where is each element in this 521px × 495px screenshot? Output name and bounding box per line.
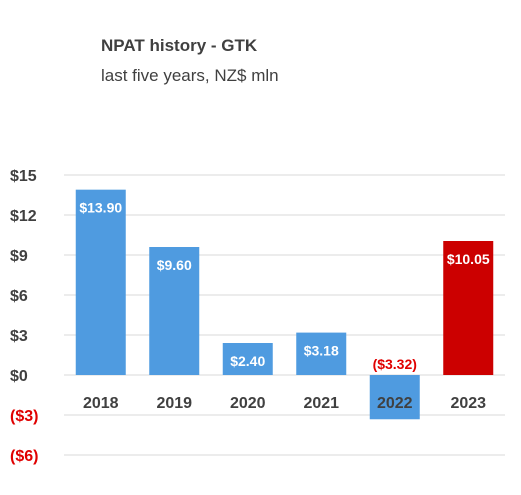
data-label: $10.05 [447, 251, 490, 267]
chart-subtitle: last five years, NZ$ mln [101, 66, 279, 85]
bar-2019 [149, 247, 200, 375]
bar-2023 [443, 241, 494, 375]
bar-2021 [296, 332, 347, 375]
y-tick-label: ($6) [10, 448, 38, 465]
x-tick-label: 2021 [303, 395, 339, 412]
data-label: $9.60 [157, 257, 192, 273]
y-tick-label: $6 [10, 288, 28, 305]
y-tick-label: $0 [10, 368, 28, 385]
data-label: $2.40 [230, 353, 265, 369]
bar-2022 [369, 375, 420, 420]
x-tick-label: 2020 [230, 395, 266, 412]
data-label: $3.18 [304, 343, 339, 359]
x-tick-label: 2018 [83, 395, 119, 412]
bar-2020 [222, 343, 273, 375]
chart-title: NPAT history - GTK [101, 36, 258, 55]
x-tick-label: 2023 [450, 395, 486, 412]
data-label: $13.90 [79, 200, 122, 216]
y-tick-label: ($3) [10, 408, 38, 425]
y-tick-label: $9 [10, 248, 28, 265]
x-tick-label: 2019 [156, 395, 192, 412]
x-tick-label: 2022 [377, 395, 413, 412]
y-tick-label: $3 [10, 328, 28, 345]
bar-2018 [75, 189, 126, 375]
data-label: ($3.32) [373, 356, 417, 372]
y-tick-label: $12 [10, 208, 37, 225]
y-tick-label: $15 [10, 168, 37, 185]
